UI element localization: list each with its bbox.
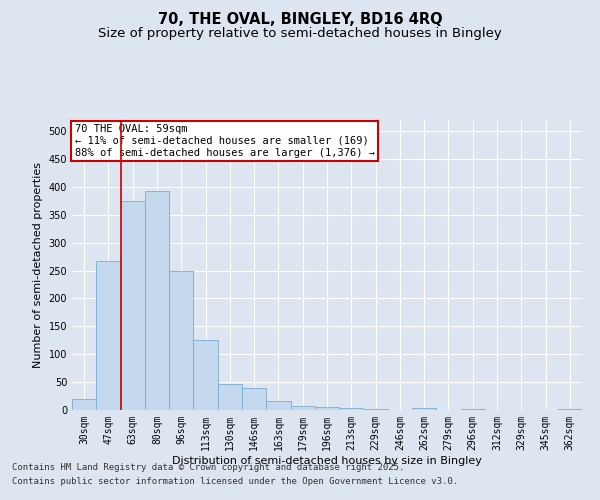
Bar bbox=[364, 409, 388, 410]
Bar bbox=[218, 384, 242, 410]
Bar bbox=[193, 340, 218, 410]
Bar bbox=[290, 406, 315, 410]
Bar bbox=[412, 408, 436, 410]
Bar bbox=[121, 201, 145, 410]
Text: 70 THE OVAL: 59sqm
← 11% of semi-detached houses are smaller (169)
88% of semi-d: 70 THE OVAL: 59sqm ← 11% of semi-detache… bbox=[74, 124, 374, 158]
Bar bbox=[72, 399, 96, 410]
Bar bbox=[169, 270, 193, 410]
X-axis label: Distribution of semi-detached houses by size in Bingley: Distribution of semi-detached houses by … bbox=[172, 456, 482, 466]
Bar bbox=[461, 409, 485, 410]
Y-axis label: Number of semi-detached properties: Number of semi-detached properties bbox=[33, 162, 43, 368]
Bar bbox=[242, 388, 266, 410]
Bar bbox=[339, 408, 364, 410]
Text: Size of property relative to semi-detached houses in Bingley: Size of property relative to semi-detach… bbox=[98, 28, 502, 40]
Bar bbox=[558, 409, 582, 410]
Bar bbox=[315, 407, 339, 410]
Text: 70, THE OVAL, BINGLEY, BD16 4RQ: 70, THE OVAL, BINGLEY, BD16 4RQ bbox=[158, 12, 442, 28]
Bar bbox=[266, 400, 290, 410]
Bar bbox=[96, 261, 121, 410]
Bar bbox=[145, 191, 169, 410]
Text: Contains HM Land Registry data © Crown copyright and database right 2025.: Contains HM Land Registry data © Crown c… bbox=[12, 464, 404, 472]
Text: Contains public sector information licensed under the Open Government Licence v3: Contains public sector information licen… bbox=[12, 478, 458, 486]
